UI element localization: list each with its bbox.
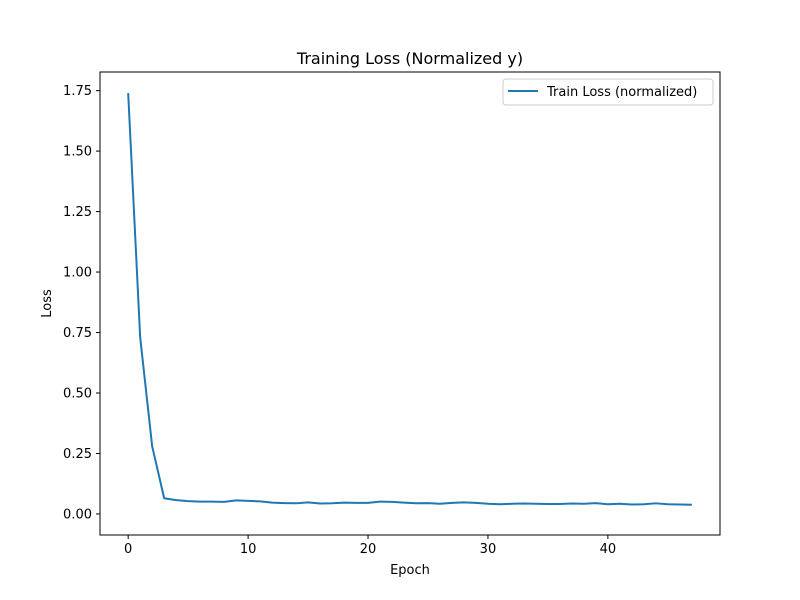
legend: Train Loss (normalized) xyxy=(502,78,714,106)
legend-label: Train Loss (normalized) xyxy=(546,85,697,100)
x-axis: 0 10 20 30 40 xyxy=(124,535,616,557)
x-tick-label: 0 xyxy=(124,542,132,557)
series-layer xyxy=(127,93,692,506)
y-tick-label: 1.00 xyxy=(63,266,92,281)
y-tick-label: 0.00 xyxy=(63,507,92,522)
y-axis-label: Loss xyxy=(40,289,55,318)
y-tick-label: 1.75 xyxy=(63,84,92,99)
x-axis-label: Epoch xyxy=(390,563,430,578)
y-tick-label: 0.50 xyxy=(63,387,92,402)
series-line xyxy=(127,93,692,506)
x-tick-label: 40 xyxy=(600,542,617,557)
y-tick-label: 0.75 xyxy=(63,326,92,341)
x-tick-label: 30 xyxy=(480,542,497,557)
x-tick-label: 10 xyxy=(240,542,257,557)
y-tick-label: 1.25 xyxy=(63,205,92,220)
legend-box xyxy=(502,78,714,106)
x-tick-label: 20 xyxy=(360,542,377,557)
plot-frame xyxy=(99,71,721,536)
y-tick-label: 0.25 xyxy=(63,447,92,462)
y-tick-label: 1.50 xyxy=(63,145,92,160)
y-axis: 0.00 0.25 0.50 0.75 1.00 1.25 1.50 1.75 xyxy=(63,84,100,522)
chart-title: Training Loss (Normalized y) xyxy=(296,49,523,68)
plot-background xyxy=(100,72,720,535)
